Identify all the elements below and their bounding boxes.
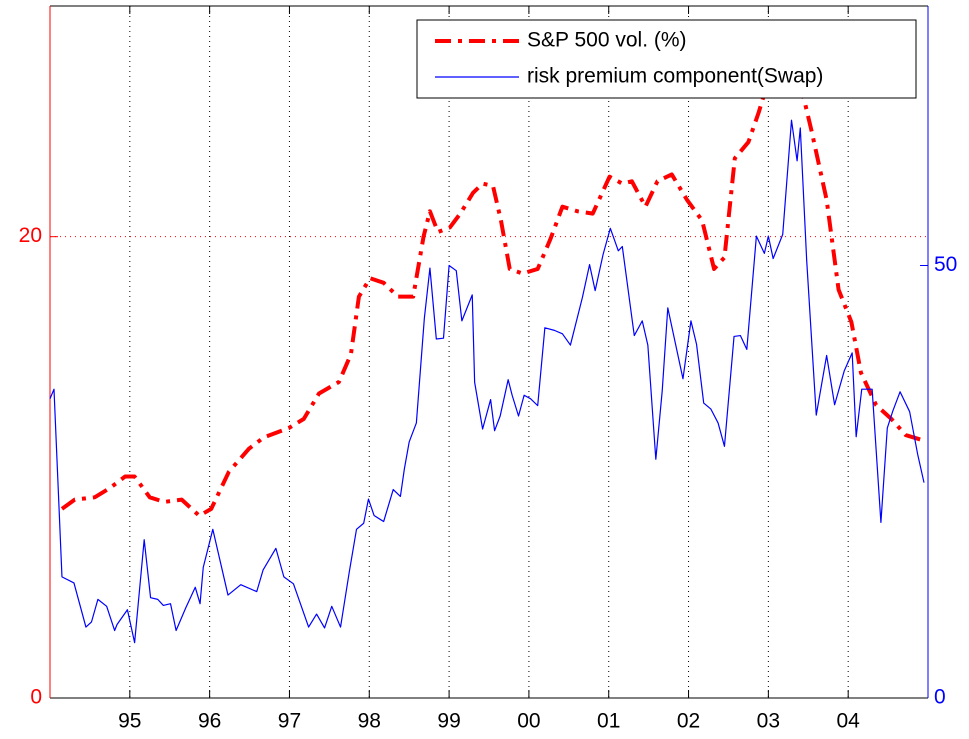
x-tick-label: 95	[118, 710, 141, 733]
y2-tick-label: 0	[934, 686, 946, 709]
legend-label: risk premium component(Swap)	[527, 65, 823, 88]
y-tick-label: 0	[30, 686, 42, 709]
x-tick-label: 96	[198, 710, 221, 733]
x-tick-label: 98	[358, 710, 381, 733]
legend-label: S&P 500 vol. (%)	[527, 29, 687, 52]
x-tick-label: 00	[517, 710, 540, 733]
y2-tick-label: 50	[934, 253, 957, 276]
y-tick-label: 20	[19, 224, 42, 247]
series-line	[60, 77, 922, 518]
series-line	[49, 119, 925, 644]
x-tick-label: 02	[677, 710, 700, 733]
legend-box	[416, 19, 917, 99]
x-tick-label: 04	[837, 710, 861, 733]
x-tick-label: 99	[437, 710, 460, 733]
x-tick-label: 03	[757, 710, 780, 733]
x-tick-label: 01	[597, 710, 620, 733]
x-tick-label: 97	[278, 710, 301, 733]
legend: S&P 500 vol. (%) risk premium component(S…	[416, 19, 917, 99]
